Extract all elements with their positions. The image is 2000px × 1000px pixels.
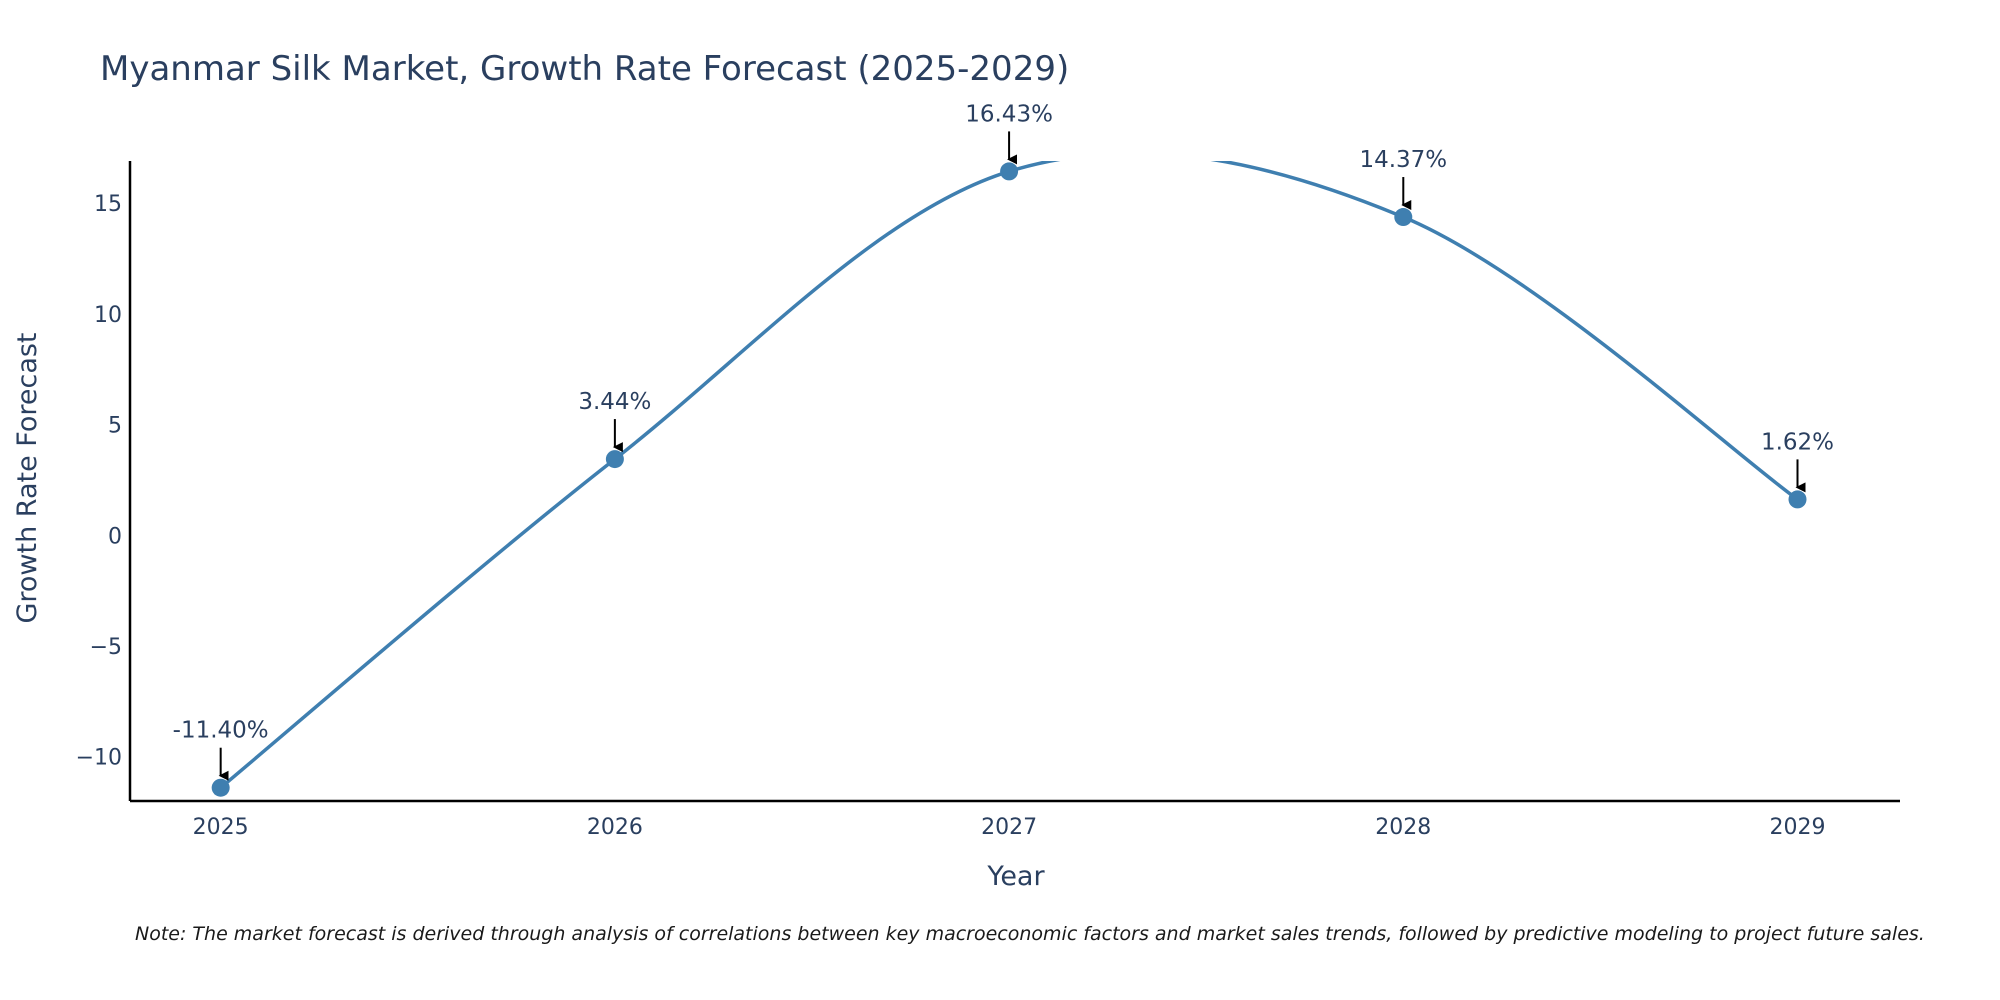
points-layer bbox=[211, 162, 1807, 797]
data-point bbox=[1788, 490, 1807, 509]
y-tick-label: 10 bbox=[94, 303, 122, 328]
x-tick-label: 2028 bbox=[1375, 815, 1431, 840]
x-tick-label: 2029 bbox=[1770, 815, 1826, 840]
x-axis-title: Year bbox=[986, 861, 1045, 892]
labels-layer: -11.40% 3.44% 16.43% 14.37% 1.62% bbox=[173, 101, 1834, 781]
axis-layer: −10 −5 0 5 10 15 2025 2026 2027 2028 2029 bbox=[76, 161, 1900, 840]
series-line bbox=[219, 161, 1799, 790]
data-point bbox=[1394, 208, 1413, 227]
y-tick-label: 15 bbox=[94, 192, 122, 217]
x-tick-label: 2027 bbox=[981, 815, 1037, 840]
data-label: 1.62% bbox=[1761, 429, 1834, 455]
data-label: 3.44% bbox=[578, 389, 651, 415]
data-label: -11.40% bbox=[173, 718, 269, 744]
data-label: 16.43% bbox=[965, 101, 1053, 127]
x-tick-label: 2026 bbox=[587, 815, 643, 840]
data-point bbox=[1000, 162, 1019, 181]
y-tick-label: −10 bbox=[76, 746, 122, 771]
data-label: 14.37% bbox=[1359, 147, 1447, 173]
y-axis-title: Growth Rate Forecast bbox=[12, 332, 43, 623]
footnote: Note: The market forecast is derived thr… bbox=[135, 923, 1925, 945]
y-tick-label: −5 bbox=[90, 635, 122, 660]
plot-area: −10 −5 0 5 10 15 2025 2026 2027 2028 2029 -11.40% 3… bbox=[76, 101, 1900, 840]
x-tick-label: 2025 bbox=[193, 815, 249, 840]
data-point bbox=[211, 778, 230, 797]
y-tick-label: 5 bbox=[108, 414, 122, 439]
data-point bbox=[605, 450, 624, 469]
chart-title: Myanmar Silk Market, Growth Rate Forecas… bbox=[100, 49, 1069, 89]
series-layer bbox=[219, 161, 1799, 790]
y-tick-label: 0 bbox=[108, 524, 122, 549]
